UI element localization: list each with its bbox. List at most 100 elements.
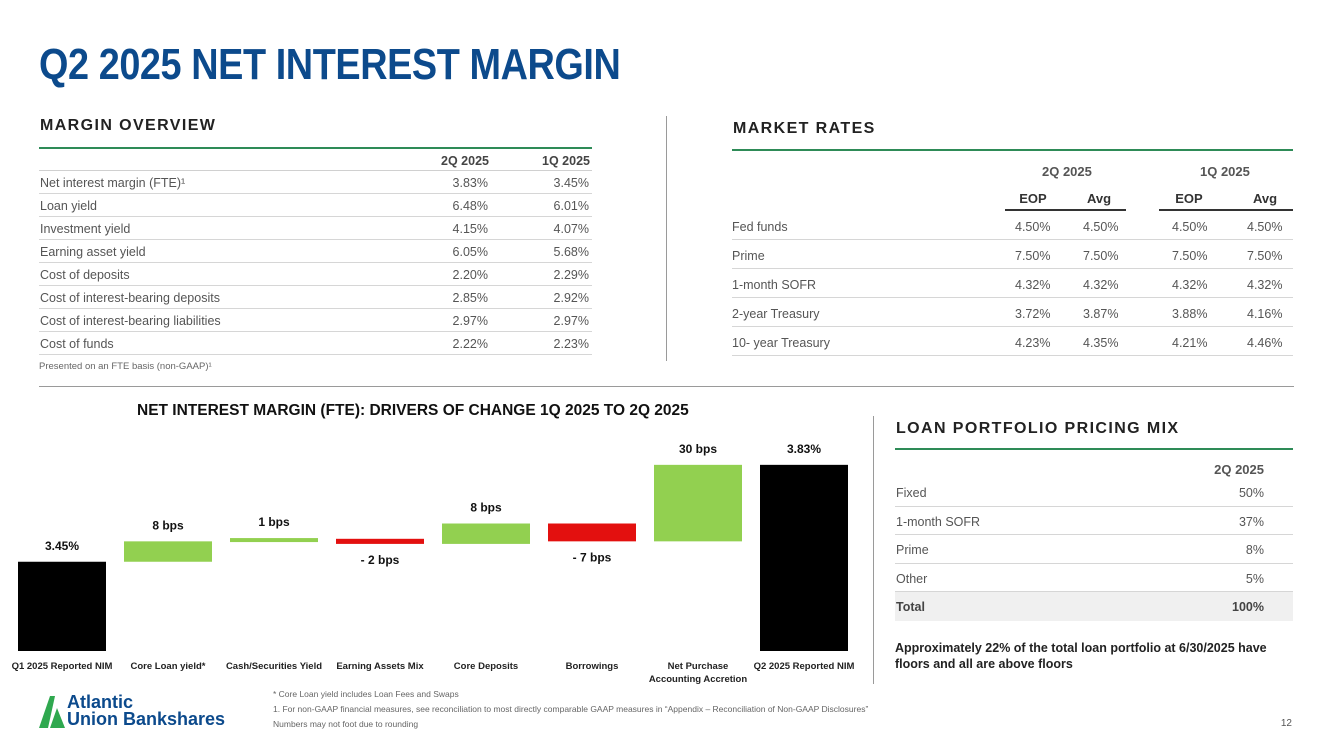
row-value: 37% (1238, 514, 1264, 529)
row-value: 4.21% (1172, 336, 1208, 350)
page-title: Q2 2025 NET INTEREST MARGIN (39, 40, 621, 89)
market-rates-table: 2Q 2025 1Q 2025 EOP Avg EOP Avg Fed fund… (732, 149, 1293, 356)
waterfall-bar (760, 464, 848, 651)
row-value: 7.50% (1247, 249, 1283, 263)
category-label: Cash/Securities Yield (226, 661, 322, 672)
category-label: Earning Assets Mix (336, 661, 424, 672)
row-label: Prime (732, 249, 765, 263)
waterfall-bar (442, 523, 530, 544)
section-rule (732, 149, 1293, 151)
company-logo: Atlantic Union Bankshares (39, 692, 269, 732)
category-label: Q2 2025 Reported NIM (754, 661, 855, 672)
row-value-2q: 4.15% (452, 222, 488, 236)
table-row: Cost of interest-bearing deposits 2.85% 2.… (39, 286, 592, 309)
margin-overview-table: 2Q 2025 1Q 2025 Net interest margin (FTE… (39, 147, 592, 372)
row-value-2q: 2.85% (452, 291, 488, 305)
category-label: Q1 2025 Reported NIM (12, 661, 113, 672)
row-value: 50% (1238, 486, 1264, 500)
category-label: Net Purchase (668, 661, 729, 672)
table-row: Other 5% (895, 564, 1293, 592)
loan-mix-note: Approximately 22% of the total loan port… (895, 641, 1267, 671)
row-label: Cost of deposits (40, 268, 130, 282)
vertical-divider (873, 416, 874, 684)
bar-value-label: - 2 bps (361, 553, 400, 567)
logo-mark-icon (39, 696, 65, 728)
row-value-1q: 5.68% (553, 245, 589, 259)
row-value: 4.50% (1172, 220, 1208, 234)
row-label: 2-year Treasury (732, 307, 820, 321)
table-row: Prime 8% (895, 535, 1293, 564)
nim-waterfall-chart: 3.45% Q1 2025 Reported NIM 8 bps Core Loan … (12, 442, 855, 685)
page-number: 12 (1280, 718, 1292, 729)
row-value-2q: 3.83% (452, 176, 488, 190)
footnote-rounding: Numbers may not foot due to rounding (273, 719, 419, 729)
row-value: 5% (1245, 571, 1264, 586)
logo-text-line2: Union Bankshares (67, 709, 226, 729)
row-label: 1-month SOFR (896, 514, 981, 529)
row-value-2q: 6.48% (452, 199, 488, 213)
group-header-2q: 2Q 2025 (1042, 164, 1092, 179)
row-value: 4.35% (1083, 336, 1119, 350)
table-row: Fed funds 4.50% 4.50% 4.50% 4.50% (732, 211, 1293, 240)
row-value-1q: 3.45% (553, 176, 589, 190)
col-header-1q: 1Q 2025 (542, 154, 590, 168)
row-label: Other (896, 571, 928, 586)
footnote-core-loan: * Core Loan yield includes Loan Fees and… (273, 689, 459, 699)
column-underline (1005, 209, 1126, 211)
row-value: 3.72% (1015, 307, 1051, 321)
column-underline (1159, 209, 1293, 211)
row-value: 3.88% (1172, 307, 1208, 321)
market-rates-subheader: EOP Avg EOP Avg (732, 189, 1293, 211)
loan-mix-header: 2Q 2025 (895, 450, 1293, 478)
bar-value-label: - 7 bps (573, 550, 612, 564)
table-row: Earning asset yield 6.05% 5.68% (39, 240, 592, 263)
waterfall-bar (336, 538, 424, 544)
row-value: 3.87% (1083, 307, 1119, 321)
loan-mix-title: LOAN PORTFOLIO PRICING MIX (896, 420, 1180, 437)
table-row: Prime 7.50% 7.50% 7.50% 7.50% (732, 240, 1293, 269)
row-value-2q: 6.05% (452, 245, 488, 259)
row-label: Investment yield (40, 222, 131, 236)
row-value: 7.50% (1083, 249, 1119, 263)
row-value-1q: 6.01% (553, 199, 589, 213)
vertical-divider (666, 116, 667, 361)
row-value: 4.16% (1247, 307, 1283, 321)
logo-text-line1: Atlantic (67, 692, 134, 712)
bar-value-label: 8 bps (152, 518, 184, 532)
row-value: 4.32% (1083, 278, 1119, 292)
horizontal-divider (39, 386, 1294, 387)
waterfall-bar (124, 541, 212, 562)
row-value: 4.50% (1015, 220, 1051, 234)
table-row: 1-month SOFR 4.32% 4.32% 4.32% 4.32% (732, 269, 1293, 298)
total-value: 100% (1232, 600, 1264, 614)
waterfall-bar (230, 538, 318, 543)
row-value-2q: 2.22% (452, 337, 488, 351)
group-header-1q: 1Q 2025 (1200, 164, 1250, 179)
chart-title: NET INTEREST MARGIN (FTE): DRIVERS OF CH… (137, 402, 689, 419)
total-label: Total (896, 600, 925, 614)
row-label: Cost of funds (40, 337, 114, 351)
row-label: Net interest margin (FTE)¹ (40, 176, 186, 190)
bar-value-label: 8 bps (470, 501, 502, 515)
table-row: Cost of funds 2.22% 2.23% (39, 332, 592, 355)
row-value: 4.50% (1083, 220, 1119, 234)
margin-overview-note: Presented on an FTE basis (non-GAAP)¹ (39, 361, 212, 372)
row-value-1q: 2.97% (553, 314, 589, 328)
col-header-2q: 2Q 2025 (441, 154, 489, 168)
bar-value-label: 3.83% (787, 442, 821, 456)
row-value: 4.23% (1015, 336, 1051, 350)
section-rule (895, 448, 1293, 450)
waterfall-bar (548, 523, 636, 542)
row-value: 4.32% (1015, 278, 1051, 292)
row-label: 10- year Treasury (732, 336, 830, 350)
row-label: Loan yield (40, 199, 97, 213)
row-label: Earning asset yield (40, 245, 146, 259)
row-label: Cost of interest-bearing deposits (40, 291, 220, 305)
row-value: 7.50% (1015, 249, 1051, 263)
row-value: 7.50% (1172, 249, 1208, 263)
row-value: 4.46% (1247, 336, 1283, 350)
row-value: 4.32% (1247, 278, 1283, 292)
row-value-1q: 4.07% (553, 222, 589, 236)
margin-overview-header: 2Q 2025 1Q 2025 (39, 147, 592, 171)
row-value-1q: 2.23% (553, 337, 589, 351)
